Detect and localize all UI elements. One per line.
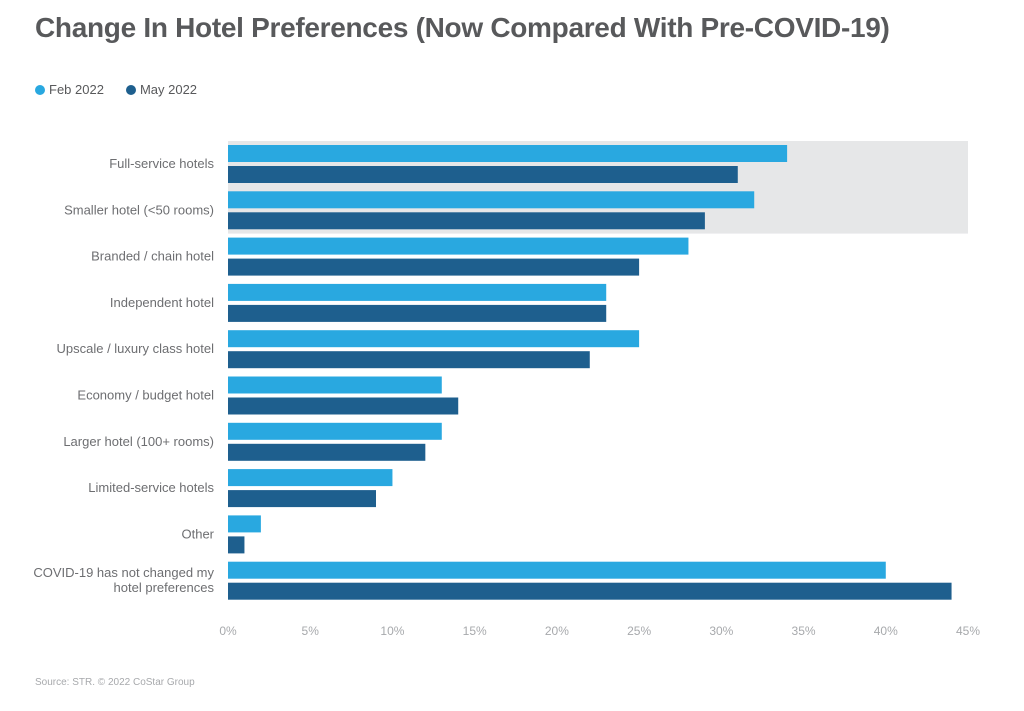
x-tick-label-10: 10%: [380, 624, 404, 638]
bar-feb-2022-other: [228, 515, 261, 533]
legend-item-feb-2022: Feb 2022: [35, 82, 104, 97]
bar-may-2022-economy-budget-hotel: [228, 397, 459, 415]
legend-swatch-feb-2022: [35, 84, 45, 95]
x-tick-label-5: 5%: [302, 624, 320, 638]
legend: Feb 2022 May 2022: [35, 82, 219, 97]
category-label-branded-chain-hotel: Branded / chain hotel: [91, 249, 214, 264]
bar-may-2022-full-service-hotels: [228, 166, 738, 183]
bar-feb-2022-upscale-luxury-class-hotel: [228, 330, 640, 348]
x-tick-label-25: 25%: [627, 624, 651, 638]
category-label-independent-hotel: Independent hotel: [110, 295, 214, 310]
legend-label-feb-2022: Feb 2022: [49, 82, 104, 97]
category-label-other: Other: [181, 526, 214, 541]
x-tick-label-20: 20%: [545, 624, 569, 638]
bar-may-2022-upscale-luxury-class-hotel: [228, 351, 590, 369]
legend-swatch-may-2022: [125, 84, 136, 95]
x-tick-label-45: 45%: [956, 624, 980, 638]
category-label-full-service-hotels: Full-service hotels: [109, 156, 214, 171]
bar-feb-2022-smaller-hotel-50-rooms: [228, 191, 755, 209]
bar-feb-2022-independent-hotel: [228, 283, 607, 301]
category-label-upscale-luxury-class-hotel: Upscale / luxury class hotel: [56, 341, 214, 356]
category-label-smaller-hotel-50-rooms: Smaller hotel (<50 rooms): [64, 202, 214, 217]
bar-feb-2022-branded-chain-hotel: [228, 237, 689, 255]
bar-may-2022-limited-service-hotels: [228, 490, 376, 508]
category-label-covid-19-has-not-changed-my-hotel-preferences: COVID-19 has not changed my hotel prefere…: [33, 565, 214, 595]
x-tick-label-40: 40%: [874, 624, 898, 638]
x-tick-label-15: 15%: [463, 624, 487, 638]
bar-feb-2022-limited-service-hotels: [228, 469, 393, 487]
legend-item-may-2022: May 2022: [125, 82, 198, 97]
bar-may-2022-other: [228, 536, 245, 554]
category-label-larger-hotel-100-rooms: Larger hotel (100+ rooms): [63, 434, 214, 449]
bar-may-2022-independent-hotel: [228, 304, 607, 322]
bar-may-2022-larger-hotel-100-rooms: [228, 443, 426, 461]
bar-feb-2022-full-service-hotels: [228, 145, 788, 162]
x-tick-label-0: 0%: [219, 624, 237, 638]
category-label-limited-service-hotels: Limited-service hotels: [88, 480, 214, 495]
bar-may-2022-covid-19-has-not-changed-my-hotel-preferences: [228, 582, 952, 600]
legend-label-may-2022: May 2022: [139, 82, 198, 97]
bar-feb-2022-covid-19-has-not-changed-my-hotel-preferences: [228, 561, 886, 579]
x-tick-label-35: 35%: [792, 624, 816, 638]
bar-feb-2022-economy-budget-hotel: [228, 376, 442, 394]
x-tick-label-30: 30%: [709, 624, 733, 638]
bar-may-2022-branded-chain-hotel: [228, 258, 640, 276]
category-label-economy-budget-hotel: Economy / budget hotel: [77, 388, 214, 403]
bar-may-2022-smaller-hotel-50-rooms: [228, 212, 705, 230]
chart-title: Change In Hotel Preferences (Now Compare…: [35, 12, 890, 43]
bar-feb-2022-larger-hotel-100-rooms: [228, 422, 442, 440]
source-note: Source: STR. © 2022 CoStar Group: [35, 677, 195, 688]
